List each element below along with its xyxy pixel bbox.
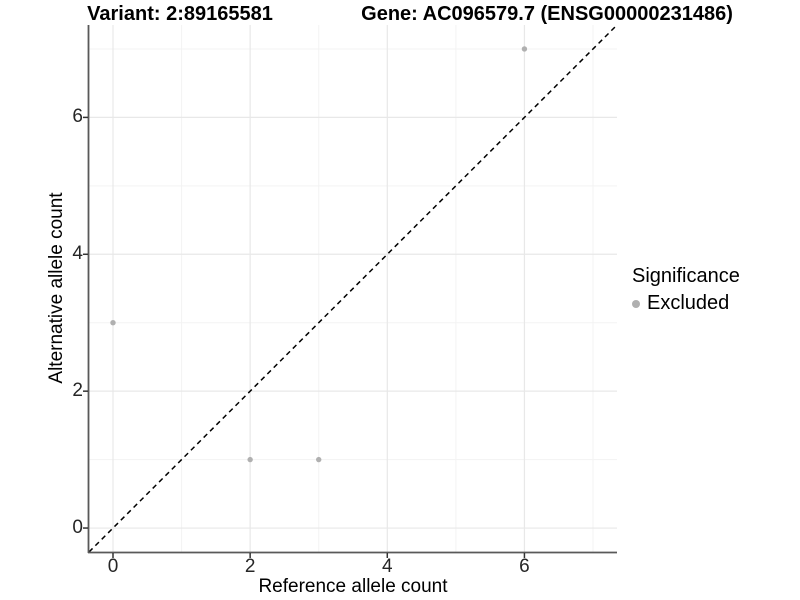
- legend: Significance Excluded: [632, 265, 740, 315]
- plot-title-variant: Variant: 2:89165581: [87, 3, 273, 25]
- x-tick-label: 0: [107, 556, 119, 577]
- data-point: [247, 456, 253, 463]
- y-tick-label: 0: [72, 517, 83, 539]
- y-tick-label: 2: [72, 380, 83, 402]
- x-tick-label: 2: [244, 556, 256, 577]
- y-tick-label: 4: [72, 243, 83, 265]
- x-tick-label: 6: [519, 556, 530, 577]
- y-axis-title: Alternative allele count: [46, 192, 67, 384]
- plot-title-gene: Gene: AC096579.7 (ENSG00000231486): [361, 3, 733, 25]
- identity-line: [88, 24, 618, 553]
- data-point: [316, 456, 322, 463]
- data-point: [110, 320, 116, 326]
- excluded-point-icon: [632, 299, 640, 308]
- y-tick-label: 6: [72, 106, 83, 128]
- x-tick-label: 4: [381, 556, 393, 577]
- data-point: [521, 46, 528, 52]
- legend-title: Significance: [632, 265, 740, 287]
- legend-entry-label: Excluded: [647, 292, 730, 314]
- legend-entry-excluded: Excluded: [632, 292, 740, 315]
- x-axis-title: Reference allele count: [258, 576, 448, 597]
